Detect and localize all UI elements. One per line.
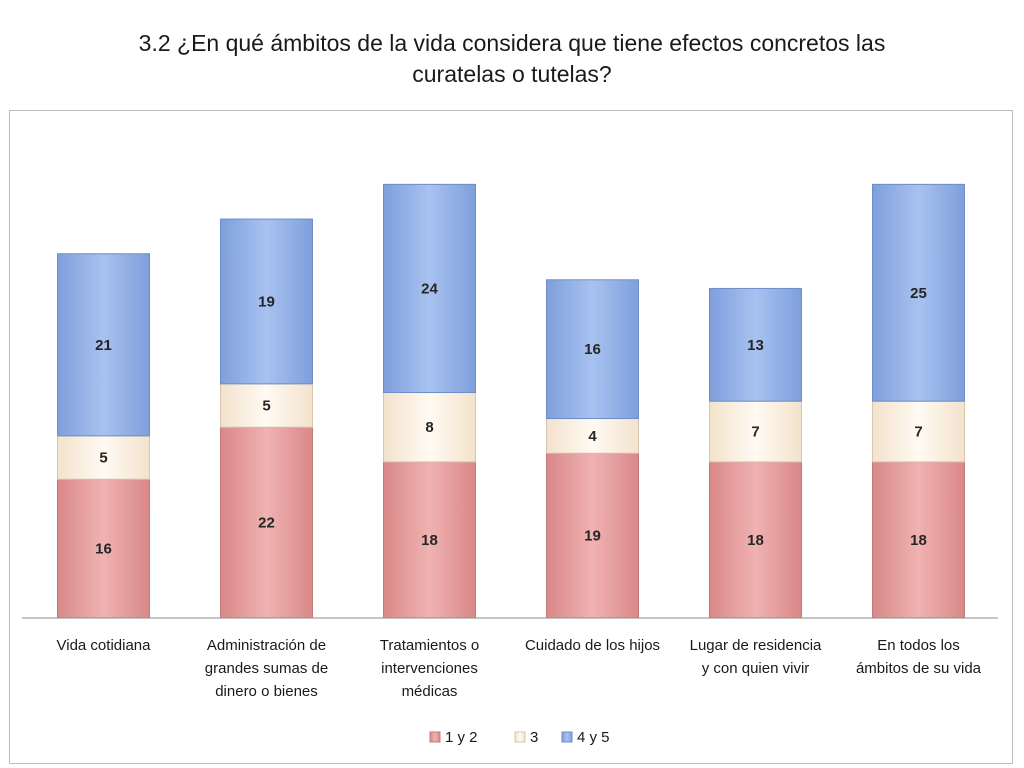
category-label-5-line-2: y con quien vivir — [702, 660, 810, 677]
bar-segment-4-series-1 — [546, 452, 639, 619]
category-label-6-line-2: ámbitos de su vida — [856, 660, 982, 677]
bar-segment-6-series-2 — [872, 400, 965, 463]
legend-label-2: 3 — [530, 729, 538, 746]
bar-segment-6-series-1 — [872, 461, 965, 619]
data-label-1-series-1: 16 — [95, 541, 112, 558]
category-label-1-line-1: Vida cotidiana — [57, 637, 152, 654]
category-label-2-line-1: Administración de — [207, 637, 326, 654]
bar-segment-2-series-2 — [220, 383, 313, 428]
category-label-4-line-1: Cuidado de los hijos — [525, 637, 660, 654]
page-title-line-1: 3.2 ¿En qué ámbitos de la vida considera… — [138, 30, 886, 56]
data-label-2-series-1: 22 — [258, 515, 275, 532]
data-label-5-series-2: 7 — [751, 424, 759, 441]
data-label-5-series-3: 13 — [747, 337, 764, 354]
bar-segment-1-series-3 — [57, 253, 150, 437]
data-label-5-series-1: 18 — [747, 532, 764, 549]
category-label-3-line-3: médicas — [402, 683, 458, 700]
data-label-4-series-2: 4 — [588, 428, 597, 445]
bar-segment-2-series-3 — [220, 218, 313, 385]
bar-segment-5-series-1 — [709, 461, 802, 619]
legend-swatch-3 — [561, 731, 573, 743]
bar-segment-1-series-1 — [57, 478, 150, 619]
bar-segment-1-series-2 — [57, 435, 150, 480]
data-label-4-series-3: 16 — [584, 341, 601, 358]
data-label-1-series-2: 5 — [99, 450, 107, 467]
bar-segment-3-series-3 — [383, 183, 476, 394]
bar-segment-2-series-1 — [220, 426, 313, 619]
data-label-2-series-3: 19 — [258, 293, 275, 310]
category-label-5-line-1: Lugar de residencia — [690, 637, 822, 654]
data-label-2-series-2: 5 — [262, 398, 270, 415]
legend-label-3: 4 y 5 — [577, 729, 610, 746]
legend-swatch-1 — [429, 731, 441, 743]
category-label-3-line-2: intervenciones — [381, 660, 478, 677]
bar-segment-4-series-3 — [546, 279, 639, 420]
bar-segment-6-series-3 — [872, 183, 965, 402]
data-label-6-series-3: 25 — [910, 285, 927, 302]
chart-frame: 16 5 21 Vida cotidiana 22 5 19 Administración d… — [9, 110, 1013, 764]
category-label-2-line-3: dinero o bienes — [215, 683, 318, 700]
bar-segment-5-series-3 — [709, 287, 802, 402]
data-label-6-series-1: 18 — [910, 532, 927, 549]
data-label-3-series-3: 24 — [421, 280, 438, 297]
category-label-2-line-2: grandes sumas de — [205, 660, 328, 677]
data-label-3-series-2: 8 — [425, 419, 433, 436]
category-label-6-line-1: En todos los — [877, 637, 960, 654]
page-title: 3.2 ¿En qué ámbitos de la vida considera… — [40, 28, 984, 90]
legend-swatch-2 — [514, 731, 526, 743]
data-label-1-series-3: 21 — [95, 337, 112, 354]
category-label-3-line-1: Tratamientos o — [380, 637, 480, 654]
bar-segment-4-series-2 — [546, 418, 639, 454]
legend-label-1: 1 y 2 — [445, 729, 478, 746]
page-title-line-2: curatelas o tutelas? — [412, 61, 612, 87]
data-label-6-series-2: 7 — [914, 424, 922, 441]
data-label-4-series-1: 19 — [584, 528, 601, 545]
stacked-bar-chart: 16 5 21 Vida cotidiana 22 5 19 Administración d… — [22, 183, 998, 746]
data-label-3-series-1: 18 — [421, 532, 438, 549]
bar-segment-3-series-2 — [383, 392, 476, 463]
